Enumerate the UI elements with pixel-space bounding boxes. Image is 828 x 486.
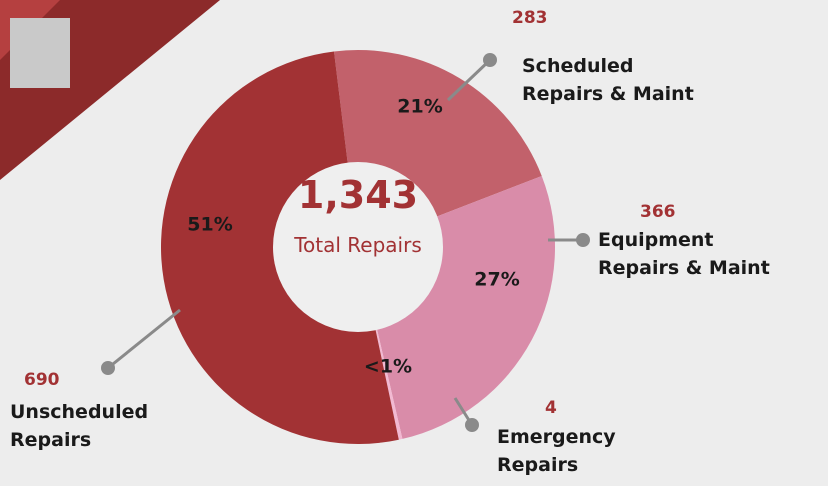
leader-dot xyxy=(483,53,497,67)
total-value: 1,343 xyxy=(298,173,418,217)
leader-dot xyxy=(101,361,115,375)
value-label: 690 xyxy=(24,370,60,390)
category-label: Scheduled Repairs & Maint xyxy=(522,55,694,105)
value-label: 4 xyxy=(545,398,557,418)
donut-hole xyxy=(273,162,443,332)
percent-label: 21% xyxy=(397,96,442,118)
background-photo xyxy=(10,18,70,88)
percent-label: 27% xyxy=(474,269,519,291)
value-label: 366 xyxy=(640,202,676,222)
percent-label: <1% xyxy=(364,356,412,378)
category-label: Equipment Repairs & Maint xyxy=(598,229,770,279)
percent-label: 51% xyxy=(187,214,232,236)
category-label: Unscheduled Repairs xyxy=(10,401,149,451)
leader-line xyxy=(446,58,492,102)
value-label: 283 xyxy=(512,8,548,28)
category-label: Emergency Repairs xyxy=(497,426,616,476)
leader-dot xyxy=(576,233,590,247)
leader-dot xyxy=(465,418,479,432)
leader-line xyxy=(107,308,181,370)
total-label: Total Repairs xyxy=(293,233,422,257)
